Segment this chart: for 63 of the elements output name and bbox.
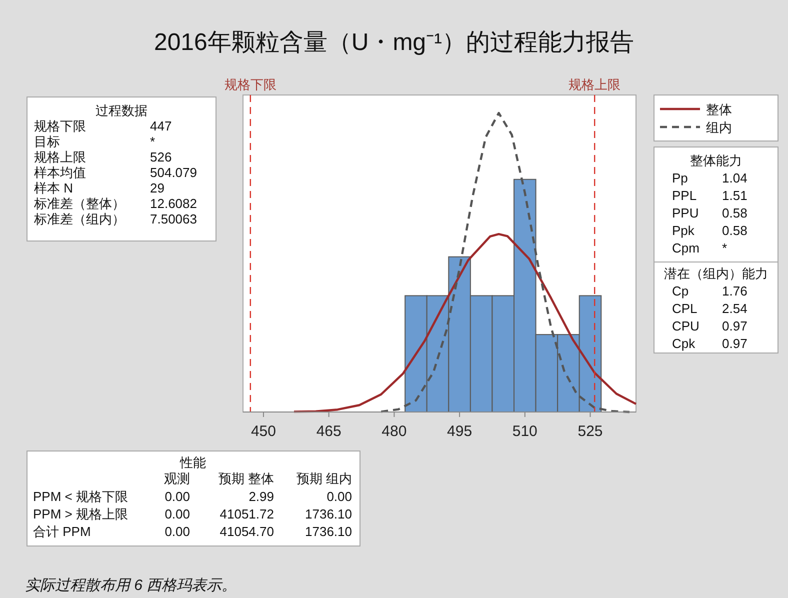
text: 1.04 <box>722 170 748 186</box>
text: 0.58 <box>722 206 748 220</box>
text: * <box>722 240 728 256</box>
text: 合计 PPM <box>33 524 91 539</box>
x-tick-label: 510 <box>512 423 538 440</box>
text: CPL <box>672 301 698 316</box>
text: 实际过程散布用 6 西格玛表示。 <box>25 577 237 594</box>
ref-line-label: 规格下限 <box>224 77 276 92</box>
text: 12.6082 <box>150 196 197 211</box>
text: CPU <box>672 318 700 334</box>
text: 1736.10 <box>305 506 352 522</box>
text: Cpm <box>672 240 700 256</box>
x-tick-label: 450 <box>250 423 276 440</box>
text: PPU <box>672 206 699 220</box>
text: PPM > 规格上限 <box>33 506 128 522</box>
legend-label: 组内 <box>706 120 732 135</box>
text: 潜在（组内）能力 <box>664 266 768 281</box>
text: 0.58 <box>722 223 748 238</box>
text: 0.00 <box>164 524 190 539</box>
text: 标准差（组内） <box>33 212 125 226</box>
text: 41054.70 <box>220 524 274 539</box>
text: 2.99 <box>248 489 274 504</box>
text: 1.51 <box>722 188 748 203</box>
category-label: 预期 整体 <box>218 471 274 486</box>
text: Ppk <box>672 223 695 238</box>
text: 过程数据 <box>96 103 148 118</box>
text: 504.079 <box>150 165 197 180</box>
text: 0.97 <box>722 318 748 334</box>
text: PPL <box>672 188 697 203</box>
text: Cpk <box>672 336 696 351</box>
text: 1.76 <box>722 284 748 298</box>
text: PPM < 规格下限 <box>33 489 128 504</box>
x-tick-label: 480 <box>382 423 407 440</box>
text: 447 <box>150 118 172 134</box>
text: 0.00 <box>164 489 190 504</box>
text: 1736.10 <box>305 524 352 539</box>
text: 性能 <box>179 455 206 470</box>
text: 整体能力 <box>690 153 742 168</box>
text: Pp <box>672 170 688 186</box>
x-tick-label: 525 <box>578 423 603 440</box>
text: 0.97 <box>722 336 748 351</box>
text: 2.54 <box>722 301 748 316</box>
text: 7.50063 <box>150 212 197 226</box>
text: * <box>150 134 156 149</box>
text: 526 <box>150 150 172 164</box>
legend-label: 整体 <box>706 102 732 117</box>
text: 29 <box>150 180 164 196</box>
x-tick-label: 465 <box>316 423 342 440</box>
text: 目标 <box>34 134 60 149</box>
x-tick-label: 495 <box>447 423 472 440</box>
text: 标准差（整体） <box>33 196 125 211</box>
text: Cp <box>672 284 689 298</box>
text: 0.00 <box>326 489 352 504</box>
text: 41051.72 <box>220 506 274 522</box>
category-label: 观测 <box>164 471 190 486</box>
text: 规格上限 <box>34 150 86 164</box>
chart-title: 2016年颗粒含量（U・mg⁻¹）的过程能力报告 <box>154 29 634 56</box>
text: 规格下限 <box>34 118 86 134</box>
category-label: 预期 组内 <box>296 471 352 486</box>
text: 样本均值 <box>34 165 86 180</box>
text: 样本 N <box>34 180 73 196</box>
text: 0.00 <box>164 506 190 522</box>
ref-line-label: 规格上限 <box>568 77 621 92</box>
